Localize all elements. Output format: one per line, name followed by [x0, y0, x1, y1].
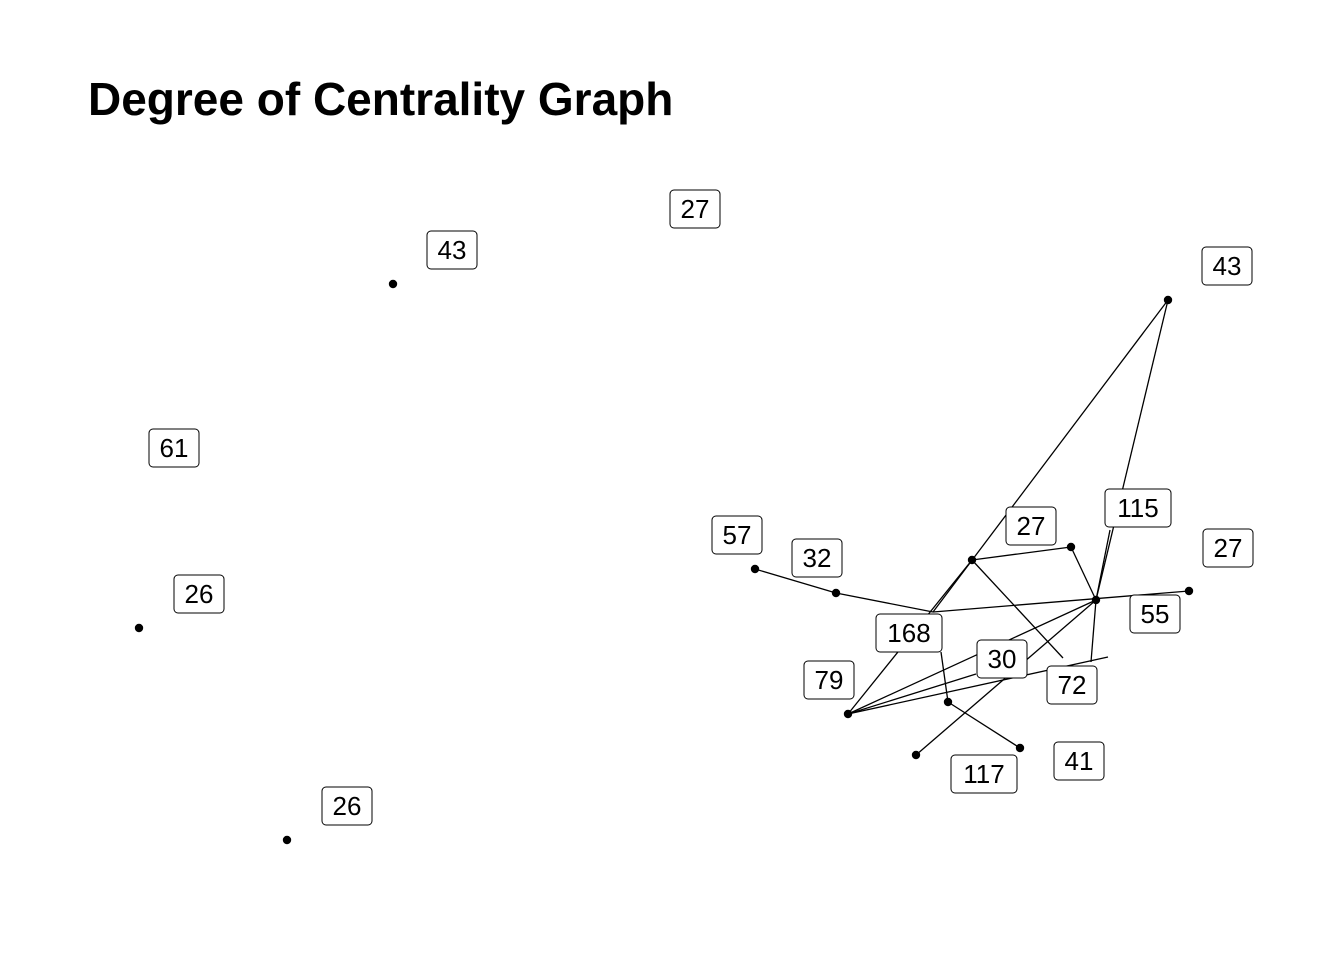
- node-label-text: 27: [681, 194, 710, 224]
- node-label: 79: [803, 660, 855, 700]
- node-label-box: [711, 515, 763, 555]
- graph-node: [1091, 595, 1101, 605]
- node-label-box: [1053, 741, 1105, 781]
- graph-node: [1184, 586, 1194, 596]
- graph-edge: [754, 568, 837, 594]
- node-label-box: [669, 189, 721, 229]
- node-label: 55: [1129, 594, 1181, 634]
- node-label: 32: [791, 538, 843, 578]
- node-label-box: [1046, 665, 1098, 705]
- node-label-text: 168: [887, 618, 930, 648]
- node-label-text: 57: [723, 520, 752, 550]
- node-label-box: [1104, 488, 1172, 528]
- node-label-text: 117: [963, 759, 1004, 789]
- node-label: 26: [173, 574, 225, 614]
- node-label: 117: [950, 754, 1018, 794]
- node-label-box: [791, 538, 843, 578]
- graph-edge: [847, 673, 977, 715]
- node-label-box: [1005, 506, 1057, 546]
- graph-node: [943, 697, 953, 707]
- node-label-text: 72: [1058, 670, 1087, 700]
- graph-node: [282, 835, 292, 845]
- node-label: 27: [1005, 506, 1057, 546]
- node-label-box: [148, 428, 200, 468]
- graph-node: [831, 588, 841, 598]
- node-label: 168: [875, 613, 943, 653]
- graph-edge: [1095, 529, 1111, 601]
- node-label-text: 115: [1117, 493, 1158, 523]
- node-label: 41: [1053, 741, 1105, 781]
- node-label: 72: [1046, 665, 1098, 705]
- graph-node: [843, 709, 853, 719]
- graph-edge: [1095, 299, 1169, 601]
- graph-node: [1163, 295, 1173, 305]
- node-label-text: 27: [1214, 533, 1243, 563]
- graph-title: Degree of Centrality Graph: [88, 73, 674, 125]
- node-label: 26: [321, 786, 373, 826]
- graph-labels: 27 43 43 61 57 32 27 115 27 26 168 55 30 79 72 117 41 26: [148, 189, 1254, 826]
- node-label-box: [803, 660, 855, 700]
- node-label-box: [950, 754, 1018, 794]
- node-label-text: 79: [815, 665, 844, 695]
- node-label-text: 30: [988, 644, 1017, 674]
- node-label-text: 55: [1141, 599, 1170, 629]
- graph-edge: [940, 651, 949, 703]
- graph-edge: [847, 599, 1097, 715]
- node-label-text: 32: [803, 543, 832, 573]
- graph-edge: [1070, 546, 1097, 601]
- node-label: 57: [711, 515, 763, 555]
- node-label-text: 26: [185, 579, 214, 609]
- node-label-box: [875, 613, 943, 653]
- node-label-text: 41: [1065, 746, 1094, 776]
- node-label: 43: [1201, 246, 1253, 286]
- node-label: 61: [148, 428, 200, 468]
- node-label: 43: [426, 230, 478, 270]
- node-label: 115: [1104, 488, 1172, 528]
- node-label-box: [1202, 528, 1254, 568]
- node-label-box: [1201, 246, 1253, 286]
- node-label-box: [1129, 594, 1181, 634]
- graph-node: [134, 623, 144, 633]
- graph-edge: [1090, 599, 1097, 663]
- node-label-box: [173, 574, 225, 614]
- graph-nodes: [134, 279, 1194, 845]
- graph-node: [388, 279, 398, 289]
- graph-node: [1066, 542, 1076, 552]
- node-label: 27: [669, 189, 721, 229]
- graph-node: [911, 750, 921, 760]
- node-label-box: [321, 786, 373, 826]
- graph-edge: [947, 701, 1021, 749]
- node-label-box: [976, 639, 1028, 679]
- node-label-text: 61: [160, 433, 189, 463]
- node-label-text: 27: [1017, 511, 1046, 541]
- node-label-box: [426, 230, 478, 270]
- node-label-text: 26: [333, 791, 362, 821]
- graph-node: [1015, 743, 1025, 753]
- graph-edge: [971, 546, 1072, 561]
- graph-edge: [835, 592, 934, 613]
- graph-node: [750, 564, 760, 574]
- node-label: 30: [976, 639, 1028, 679]
- graph-node: [967, 555, 977, 565]
- node-label: 27: [1202, 528, 1254, 568]
- node-label-text: 43: [1213, 251, 1242, 281]
- node-label-text: 43: [438, 235, 467, 265]
